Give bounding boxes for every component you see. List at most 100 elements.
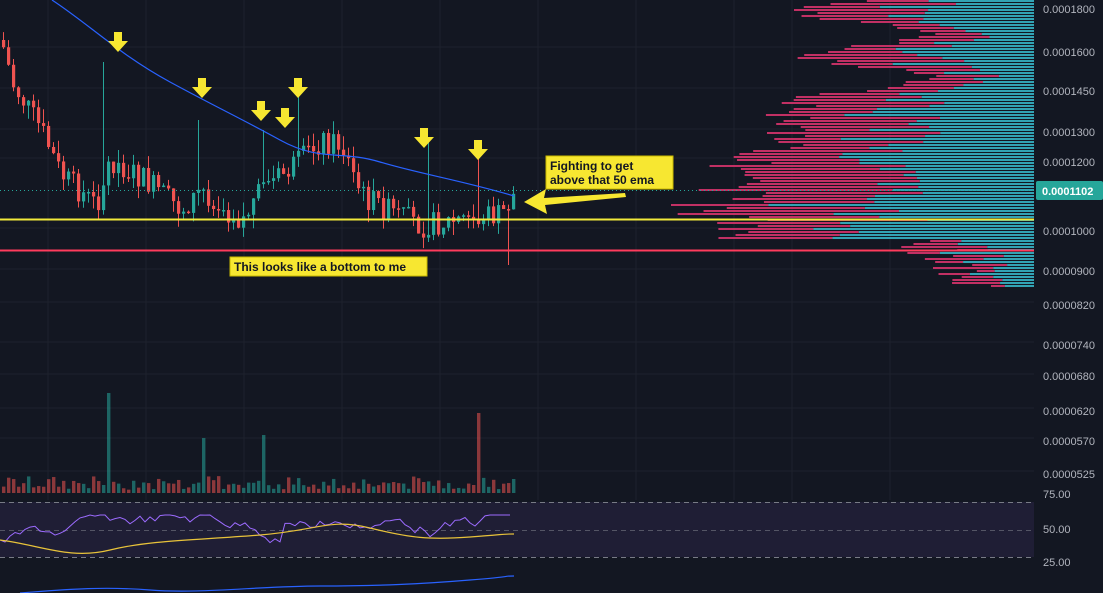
- volume-bar: [47, 479, 51, 493]
- volume-profile-bar: [740, 168, 880, 170]
- volume-profile-bar: [817, 12, 925, 14]
- volume-profile-bar: [887, 87, 954, 89]
- left-arrow-icon: [524, 189, 626, 214]
- candle-body: [487, 206, 491, 221]
- candle-body: [417, 216, 421, 234]
- volume-bar: [72, 480, 76, 493]
- candle-body: [292, 156, 296, 177]
- volume-profile-bar: [789, 111, 873, 113]
- volume-profile-bar: [879, 6, 1034, 8]
- volume-bar: [467, 483, 471, 493]
- volume-profile-bar: [963, 84, 1034, 86]
- volume-profile-bar: [929, 126, 1034, 128]
- volume-profile-bar: [1003, 255, 1034, 257]
- candle-body: [307, 145, 311, 148]
- volume-bar: [457, 487, 461, 493]
- volume-profile-bar: [718, 228, 814, 230]
- volume-bar: [287, 477, 291, 493]
- candle-body: [407, 206, 411, 209]
- volume-bar: [252, 482, 256, 493]
- candle-body: [92, 192, 96, 197]
- volume-profile-bar: [793, 99, 886, 101]
- volume-profile-bar: [816, 105, 930, 107]
- volume-bar: [462, 488, 466, 493]
- volume-bar: [117, 483, 121, 493]
- volume-profile-bar: [964, 60, 1034, 62]
- annotation-bottom[interactable]: This looks like a bottom to me: [229, 256, 428, 277]
- volume-bar: [227, 484, 231, 493]
- down-arrow-icon: [414, 128, 434, 148]
- volume-profile-bar: [993, 267, 1034, 269]
- candle-body: [412, 206, 416, 217]
- candle-body: [57, 153, 61, 162]
- volume-profile-bar: [737, 159, 860, 161]
- price-tick-label: 0.0001000: [1043, 226, 1095, 238]
- volume-profile-bar: [803, 6, 880, 8]
- annotation-ema[interactable]: Fighting to get above that 50 ema: [545, 155, 674, 190]
- ema-50-line: [51, 0, 515, 197]
- volume-profile-bar: [929, 78, 974, 80]
- volume-bar: [362, 479, 366, 493]
- volume-bar: [12, 479, 16, 493]
- candle-body: [177, 201, 181, 214]
- volume-profile-bar: [982, 81, 1034, 83]
- volume-bar: [247, 482, 251, 493]
- volume-profile-bar: [876, 108, 1034, 110]
- volume-bar: [192, 483, 196, 493]
- volume-bar: [327, 485, 331, 493]
- volume-bar: [217, 476, 221, 493]
- volume-profile-bar: [748, 231, 859, 233]
- volume-profile-bar: [905, 165, 1034, 167]
- volume-bar: [67, 488, 71, 493]
- volume-profile-bar: [1002, 279, 1034, 281]
- candle-body: [267, 180, 271, 183]
- volume-profile-bar: [902, 51, 1034, 53]
- rsi-axis[interactable]: 75.00 50.00 25.00: [1043, 489, 1071, 569]
- volume-profile-bar: [981, 33, 1034, 35]
- volume-profile-bar: [839, 156, 1034, 158]
- down-arrow-icon: [468, 140, 488, 160]
- candle-body: [2, 40, 6, 48]
- price-tick-label: 0.0000740: [1043, 340, 1095, 352]
- volume-bar: [412, 476, 416, 493]
- volume-profile-bar: [832, 237, 1034, 239]
- volume-bar: [112, 481, 116, 493]
- price-tick-label: 0.0000680: [1043, 371, 1095, 383]
- candle-body: [122, 162, 126, 178]
- candle-body: [337, 134, 341, 150]
- volume-bar: [477, 413, 481, 493]
- volume-profile-bar: [940, 132, 1034, 134]
- price-tick-label: 0.0001450: [1043, 86, 1095, 98]
- volume-bar: [432, 485, 436, 493]
- price-axis[interactable]: 0.0001800 0.0001600 0.0001450 0.0001300 0.00…: [1036, 0, 1103, 593]
- candle-body: [297, 150, 301, 157]
- volume-profile-bar: [897, 27, 954, 29]
- volume-profile-bar: [844, 114, 1034, 116]
- volume-profile-bar: [922, 192, 1034, 194]
- volume-profile-bar: [908, 123, 1034, 125]
- candle-body: [52, 146, 56, 154]
- volume-profile-bar: [906, 69, 980, 71]
- volume-profile-bar: [804, 54, 918, 56]
- candle-body: [82, 192, 86, 202]
- candle-body: [47, 125, 51, 147]
- volume-profile-bar: [698, 189, 893, 191]
- candle-body: [147, 167, 151, 192]
- volume-profile-bar: [901, 246, 988, 248]
- annotation-ema-box: [545, 155, 674, 190]
- candle-body: [77, 173, 81, 202]
- volume-profile-bar: [864, 207, 1034, 209]
- candle-body: [257, 184, 261, 199]
- volume-profile-bar: [994, 270, 1034, 272]
- candle-body: [107, 161, 111, 186]
- volume-profile-bar: [973, 39, 1034, 41]
- volume-profile-bar: [952, 282, 1001, 284]
- volume-profile-bar: [819, 18, 924, 20]
- current-price-label: 0.0001102: [1042, 186, 1093, 198]
- candle-body: [272, 178, 276, 181]
- volume-bar: [472, 484, 476, 493]
- rsi-ma-line: [0, 523, 515, 554]
- volume-profile-bar: [892, 63, 1034, 65]
- volume-profile-bar: [942, 57, 1034, 59]
